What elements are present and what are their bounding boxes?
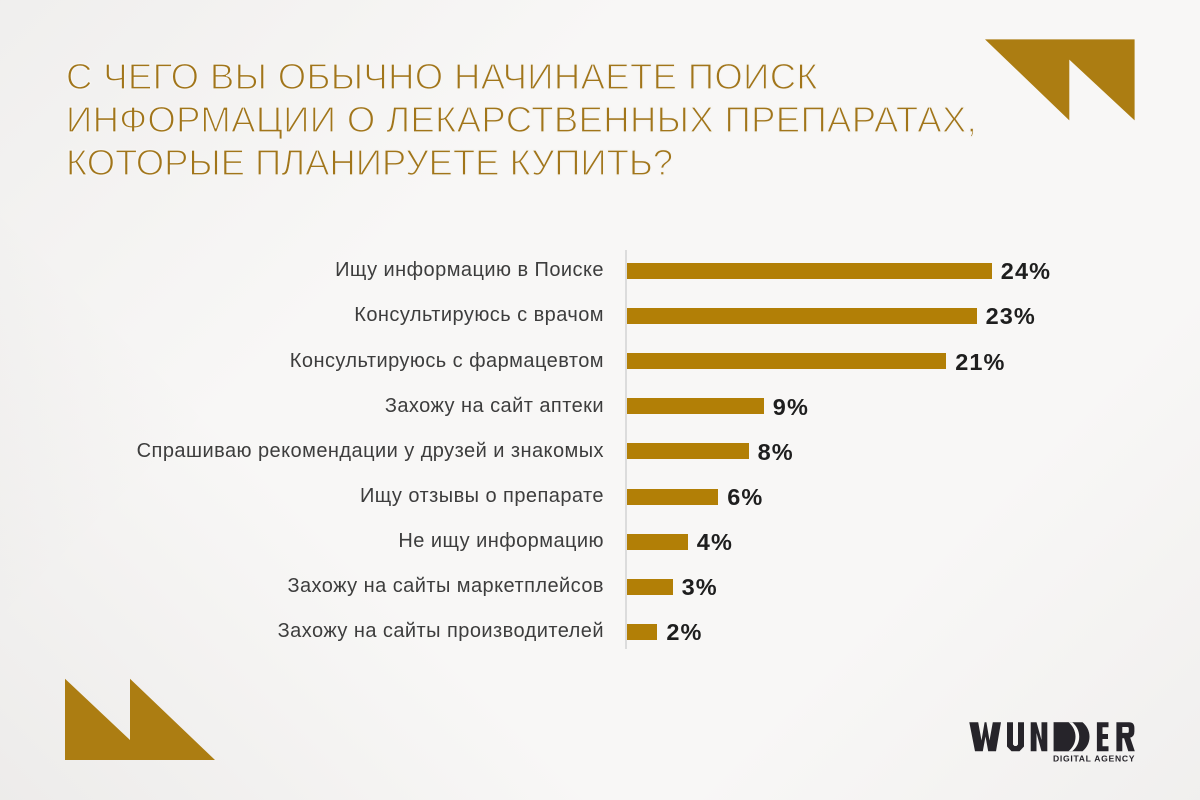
svg-text:DIGITAL AGENCY: DIGITAL AGENCY: [1053, 753, 1135, 763]
